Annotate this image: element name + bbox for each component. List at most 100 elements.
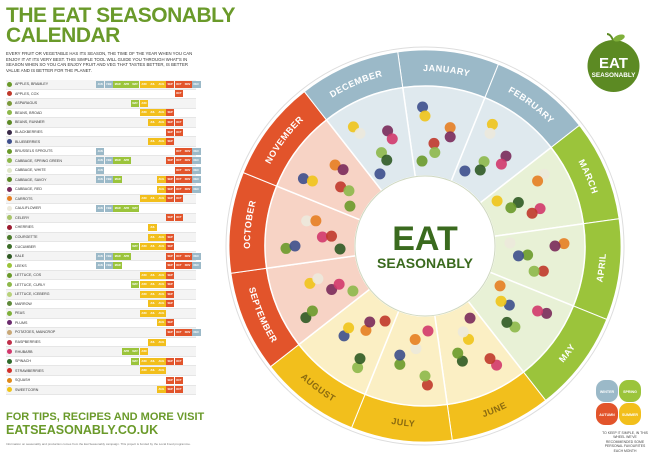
month-cell [105,319,113,326]
month-cell [192,138,200,145]
month-cell [131,386,139,393]
produce-icon [352,362,364,374]
fine-print: Information on seasonality and productio… [6,442,191,446]
month-cell [175,281,183,288]
month-cell [183,281,191,288]
month-cell: AUG [157,243,166,251]
month-cell [105,224,113,231]
month-cell [192,90,200,97]
month-cells: SEP OCT [96,128,201,136]
month-cell: JUL [148,357,157,365]
produce-icon [7,358,12,364]
month-cell: SEP [165,243,175,251]
month-cell [105,100,113,107]
month-cell [113,138,121,145]
month-cell [175,234,183,241]
month-cell: AUG [157,195,166,203]
month-cell: NOV [183,185,192,193]
produce-row: RHUBARB APR MAY JUN [6,347,196,357]
produce-row: SPINACH MAY JUN JUL AUG SEP OCT [6,357,196,367]
month-cell [192,281,200,288]
month-cell [105,214,113,221]
month-cell [105,119,113,126]
produce-row: SWEETCORN AUG SEP OCT [6,385,196,396]
month-cell: DEC [192,147,201,155]
produce-icon [7,310,12,316]
month-cells: JUN JUL AUG [96,367,201,375]
produce-icon [501,316,513,328]
month-cell [140,300,148,307]
month-cells: JAN FEB MAR APR MAY JUN JUL AUG SEP OCT NOV DEC [96,80,201,88]
month-cell [122,272,130,279]
month-cell: SEP [165,357,175,365]
month-cells: SEP OCT [96,376,201,384]
month-cell [105,90,113,97]
month-cell: SEP [165,233,175,241]
month-cell: AUG [157,357,166,365]
month-cell [122,281,130,288]
month-cell [157,348,165,355]
month-cell [166,167,174,174]
month-cell [148,205,156,212]
month-cells: JUN JUL AUG SEP [96,109,201,117]
month-cell [183,310,191,317]
produce-name: LETTUCE, COS [15,273,42,278]
produce-icon [326,230,338,242]
produce-icon [280,242,292,254]
month-cell [140,377,148,384]
produce-row: LEEKS JAN FEB MAR SEP OCT NOV DEC [6,261,201,271]
month-cell [183,386,191,393]
wheel-center [354,175,496,317]
month-cells: JAN FEB MAR APR MAY [96,204,201,212]
month-cell [122,339,130,346]
month-cell: AUG [157,233,166,241]
month-cell: JAN [96,252,105,260]
month-cell [113,272,121,279]
month-cell: DEC [192,328,201,336]
month-cell: JUN [139,195,149,203]
spring-legend-swatch [619,380,641,402]
month-cell [131,167,139,174]
month-cell [175,224,183,231]
produce-name: SPINACH [15,359,31,364]
month-cell [175,319,183,326]
month-cell [140,186,148,193]
month-cell [183,291,191,298]
produce-row: RASPBERRIES JUL AUG [6,338,196,348]
produce-icon [7,320,12,326]
produce-row: STRAWBERRIES JUN JUL AUG [6,366,196,376]
produce-icon [386,133,398,145]
month-cell: AUG [157,367,166,375]
month-cell: DEC [192,176,201,184]
month-cell [192,119,200,126]
produce-icon [7,91,12,97]
month-cell [105,281,113,288]
produce-icon [500,150,512,162]
month-cell [175,367,183,374]
month-cell: MAY [130,348,140,356]
month-cell [96,109,104,116]
month-cell [148,319,156,326]
produce-icon [7,339,12,345]
month-cell [131,195,139,202]
month-cell [96,348,104,355]
month-cell [192,195,200,202]
month-cell [140,129,148,136]
website-link[interactable]: EATSEASONABLY.CO.UK [6,423,159,437]
month-cell [175,348,183,355]
month-cells: AUG SEP OCT [96,386,201,394]
month-cell [157,377,165,384]
month-cell [122,377,130,384]
produce-icon [7,129,12,135]
produce-row: PLUMS AUG SEP [6,319,196,329]
month-cell: JUL [148,233,157,241]
month-cell [122,186,130,193]
month-cell: OCT [174,128,184,136]
month-cell: AUG [157,309,166,317]
month-cell [140,319,148,326]
month-cell: DEC [192,185,201,193]
month-cell [113,243,121,250]
produce-icon [491,195,503,207]
month-cell [113,386,121,393]
produce-icon [333,278,345,290]
